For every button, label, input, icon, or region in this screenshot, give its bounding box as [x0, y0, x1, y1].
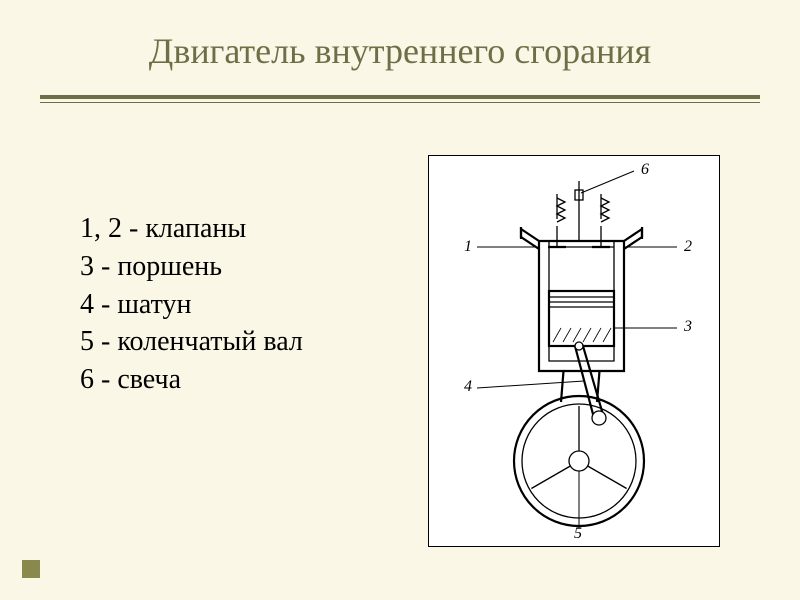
svg-text:4: 4: [464, 378, 472, 395]
title-rule-thick: [40, 95, 760, 99]
page-title: Двигатель внутреннего сгорания: [0, 0, 800, 72]
corner-square-icon: [22, 560, 40, 578]
svg-text:5: 5: [574, 525, 582, 542]
legend: 1, 2 - клапаны 3 - поршень 4 - шатун 5 -…: [80, 210, 303, 399]
engine-diagram-panel: 1 2 3 4 5 6: [428, 155, 720, 547]
svg-text:3: 3: [683, 318, 692, 335]
svg-text:2: 2: [684, 238, 692, 255]
legend-item-2: 3 - поршень: [80, 248, 303, 286]
legend-item-5: 6 - свеча: [80, 361, 303, 399]
svg-text:6: 6: [641, 161, 649, 178]
legend-item-4: 5 - коленчатый вал: [80, 323, 303, 361]
slide: Двигатель внутреннего сгорания 1, 2 - кл…: [0, 0, 800, 600]
engine-diagram: 1 2 3 4 5 6: [429, 156, 719, 546]
legend-item-3: 4 - шатун: [80, 286, 303, 324]
legend-item-1: 1, 2 - клапаны: [80, 210, 303, 248]
title-rule-thin: [40, 102, 760, 103]
svg-text:1: 1: [464, 238, 472, 255]
